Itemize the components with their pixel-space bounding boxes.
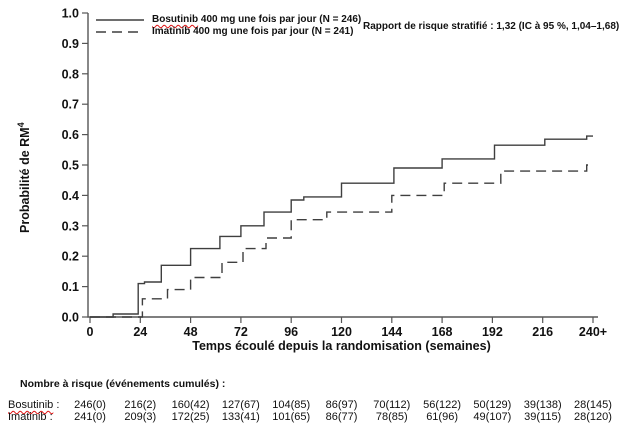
y-tick-label: 1.0 (62, 7, 79, 21)
x-tick-label: 48 (184, 325, 198, 339)
imatinib-curve (90, 164, 593, 318)
y-tick-label: 0.5 (62, 159, 79, 173)
risk-value-imatinib-168: 61(96) (426, 411, 458, 423)
risk-value-bosutinib-216: 39(138) (523, 399, 562, 411)
risk-value-imatinib-144: 78(85) (375, 411, 408, 423)
x-tick-label: 144 (381, 325, 402, 339)
risk-value-imatinib-48: 172(25) (171, 411, 210, 423)
x-tick-label: 96 (284, 325, 298, 339)
risk-row-label-imatinib: Imatinib : (8, 411, 53, 423)
legend-label-bosutinib: Bosutinib 400 mg une fois par jour (N = … (152, 14, 362, 25)
y-tick-label: 0.7 (62, 98, 79, 112)
axes-line (87, 13, 598, 318)
survival-plot: 0.0 0.1 0.2 0.3 0.4 0.5 0.6 0.7 0.8 0.9 1.0 0 24 48 72… (62, 7, 607, 340)
y-tick-label: 0.0 (62, 311, 79, 325)
legend-item-bosutinib: Bosutinib 400 mg une fois par jour (N = … (95, 14, 361, 25)
x-tick-label: 120 (331, 325, 352, 339)
x-tick-label: 216 (532, 325, 553, 339)
risk-value-imatinib-240+: 28(120) (574, 411, 612, 423)
risk-value-bosutinib-24: 216(2) (124, 399, 157, 411)
x-axis-title: Temps écoulé depuis la randomisation (se… (192, 339, 491, 353)
risk-value-imatinib-24: 209(3) (124, 411, 157, 423)
risk-value-bosutinib-120: 86(97) (325, 399, 358, 411)
x-tick-label: 72 (234, 325, 248, 339)
risk-value-imatinib-216: 39(115) (524, 411, 562, 423)
y-tick-label: 0.6 (62, 128, 79, 142)
y-tick-label: 0.4 (62, 189, 79, 203)
risk-value-imatinib-120: 86(77) (325, 411, 358, 423)
legend-item-imatinib: Imatinib 400 mg une fois par jour (N = 2… (95, 26, 361, 37)
y-tick-label: 0.1 (62, 280, 79, 294)
risk-value-bosutinib-96: 104(85) (272, 399, 311, 411)
risk-value-imatinib-192: 49(107) (473, 411, 512, 423)
x-tick-label: 0 (87, 325, 94, 339)
y-tick-label: 0.8 (62, 67, 79, 81)
x-tick-label: 192 (482, 325, 503, 339)
y-tick-label: 0.9 (62, 37, 79, 51)
dashed-line-icon (96, 30, 144, 33)
risk-value-bosutinib-72: 127(67) (221, 399, 260, 411)
hazard-ratio-annotation: Rapport de risque stratifié : 1,32 (IC à… (363, 21, 620, 32)
risk-value-bosutinib-168: 56(122) (423, 399, 462, 411)
solid-line-icon (96, 18, 144, 21)
bosutinib-curve (90, 135, 593, 318)
risk-value-bosutinib-0: 246(0) (74, 399, 106, 411)
x-tick-label: 24 (133, 325, 147, 339)
risk-value-imatinib-96: 101(65) (272, 411, 311, 423)
legend-label-imatinib: Imatinib 400 mg une fois par jour (N = 2… (152, 26, 354, 37)
y-axis-title: Probabilité de RM4 (16, 122, 33, 233)
x-tick-label: 240+ (579, 325, 607, 339)
y-tick-label: 0.3 (62, 219, 79, 233)
legend: Bosutinib 400 mg une fois par jour (N = … (95, 14, 361, 38)
risk-value-imatinib-0: 241(0) (74, 411, 106, 423)
risk-value-imatinib-72: 133(41) (221, 411, 260, 423)
risk-table-header: Nombre à risque (événements cumulés) : (20, 378, 226, 390)
risk-value-bosutinib-48: 160(42) (171, 399, 210, 411)
risk-value-bosutinib-144: 70(112) (373, 399, 411, 411)
x-tick-label: 168 (432, 325, 453, 339)
risk-row-label-bosutinib: Bosutinib : (8, 399, 60, 411)
risk-value-bosutinib-192: 50(129) (473, 399, 512, 411)
risk-value-bosutinib-240+: 28(145) (574, 399, 612, 411)
y-tick-label: 0.2 (62, 250, 79, 264)
